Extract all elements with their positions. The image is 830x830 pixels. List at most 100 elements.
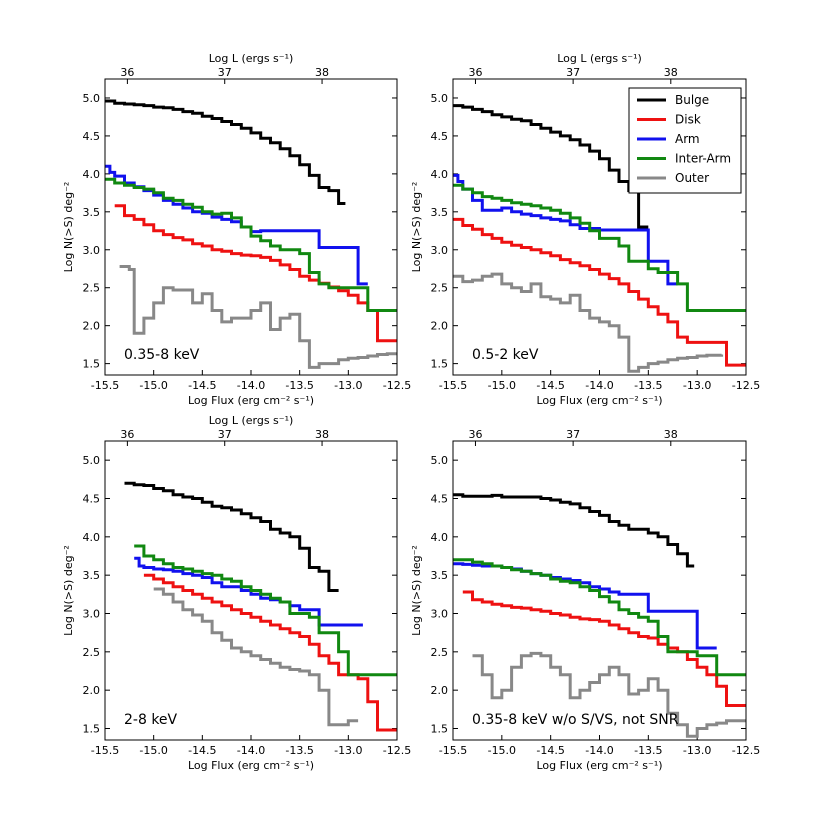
x-tick-label: -14.0 (585, 379, 613, 392)
y-tick-label: 2.5 (431, 646, 449, 659)
x-tick-label: -15.5 (91, 744, 119, 757)
x-axis-label: Log Flux (erg cm⁻² s⁻¹) (188, 394, 314, 407)
y-tick-label: 1.5 (431, 358, 449, 371)
x-tick-label: -13.0 (334, 744, 362, 757)
y-tick-label: 4.5 (431, 130, 449, 143)
top-tick-label: 38 (315, 428, 329, 441)
top-tick-label: 36 (468, 66, 482, 79)
legend-label: Outer (675, 171, 709, 185)
x-tick-label: -12.5 (732, 744, 760, 757)
panel-1: -15.5 -15.0 -14.5 -14.0 -13.5 -13.0 -12.5 1.5 2.… (62, 52, 411, 407)
y-tick-label: 3.5 (431, 569, 449, 582)
series-disk-line (114, 204, 397, 343)
series-outer-line (472, 651, 746, 738)
series-outer-line (119, 265, 397, 369)
y-tick-label: 2.0 (83, 684, 101, 697)
y-tick-label: 3.5 (83, 569, 101, 582)
x-tick-label: -13.0 (334, 379, 362, 392)
x-tick-label: -14.0 (585, 744, 613, 757)
y-tick-label: 4.0 (83, 531, 101, 544)
series-outer-line (453, 272, 724, 373)
series-arm-line (453, 173, 678, 286)
y-axis-label: Log N(>S) deg⁻² (62, 545, 75, 636)
y-tick-label: 5.0 (431, 454, 449, 467)
y-tick-label: 3.5 (431, 206, 449, 219)
series-inter-arm-line (105, 177, 397, 312)
series-bulge-line (453, 104, 649, 229)
x-tick-label: -13.5 (634, 379, 662, 392)
x-tick-label: -13.5 (285, 379, 313, 392)
x-tick-label: -12.5 (383, 379, 411, 392)
y-tick-label: 2.5 (83, 282, 101, 295)
x-tick-label: -14.5 (536, 744, 564, 757)
x-tick-label: -12.5 (383, 744, 411, 757)
x-tick-label: -14.5 (536, 379, 564, 392)
y-axis-label: Log N(>S) deg⁻² (410, 545, 423, 636)
y-tick-label: 4.0 (83, 168, 101, 181)
top-tick-label: 37 (218, 428, 232, 441)
y-tick-label: 3.0 (431, 608, 449, 621)
panel-label: 0.35-8 keV w/o S/VS, not SNR (472, 712, 679, 728)
x-tick-label: -15.0 (139, 744, 167, 757)
plot-frame (452, 78, 747, 376)
panel-2: -15.5 -15.0 -14.5 -14.0 -13.5 -13.0 -12.5 1.5 2.… (410, 52, 760, 407)
y-tick-label: 2.0 (431, 320, 449, 333)
series-arm-line (453, 562, 717, 650)
y-tick-label: 5.0 (83, 92, 101, 105)
x-axis-label: Log Flux (erg cm⁻² s⁻¹) (188, 759, 314, 772)
top-tick-label: 36 (468, 428, 482, 441)
series-disk-line (143, 573, 397, 732)
panel-4: -15.5 -15.0 -14.5 -14.0 -13.5 -13.0 -12.5 1.5 2.… (410, 428, 760, 772)
plot-frame (104, 440, 398, 741)
y-tick-label: 2.5 (83, 646, 101, 659)
top-tick-label: 38 (315, 66, 329, 79)
series-bulge-line (124, 481, 339, 592)
top-tick-label: 37 (566, 428, 580, 441)
y-tick-label: 4.5 (83, 493, 101, 506)
y-tick-label: 4.5 (431, 493, 449, 506)
plot-frame (104, 78, 398, 376)
legend: Bulge Disk Arm Inter-Arm Outer (628, 87, 742, 194)
top-axis-label: Log L (ergs s⁻¹) (557, 52, 642, 65)
x-tick-label: -15.0 (488, 379, 516, 392)
top-tick-label: 38 (664, 66, 678, 79)
series-bulge-line (453, 493, 695, 568)
y-tick-label: 1.5 (431, 723, 449, 736)
x-tick-label: -15.0 (139, 379, 167, 392)
x-axis-label: Log Flux (erg cm⁻² s⁻¹) (536, 394, 662, 407)
x-tick-label: -14.5 (188, 379, 216, 392)
series-group (124, 481, 397, 732)
legend-label: Disk (675, 113, 701, 127)
x-tick-label: -15.5 (439, 744, 467, 757)
series-inter-arm-line (134, 544, 397, 677)
y-tick-label: 4.0 (431, 531, 449, 544)
x-axis-label: Log Flux (erg cm⁻² s⁻¹) (536, 759, 662, 772)
top-tick-label: 37 (566, 66, 580, 79)
y-tick-label: 2.0 (431, 684, 449, 697)
y-tick-label: 1.5 (83, 358, 101, 371)
x-tick-label: -13.5 (634, 744, 662, 757)
top-tick-label: 37 (218, 66, 232, 79)
top-axis-label: Log L (ergs s⁻¹) (209, 52, 294, 65)
x-tick-label: -13.0 (683, 744, 711, 757)
x-tick-label: -13.5 (285, 744, 313, 757)
x-tick-label: -14.0 (237, 379, 265, 392)
y-axis-label: Log N(>S) deg⁻² (410, 182, 423, 273)
y-tick-label: 1.5 (83, 723, 101, 736)
y-axis-label: Log N(>S) deg⁻² (62, 182, 75, 273)
panel-label: 0.35-8 keV (124, 347, 200, 363)
series-group (453, 493, 746, 738)
x-tick-label: -13.0 (683, 379, 711, 392)
top-tick-label: 38 (664, 428, 678, 441)
x-tick-label: -14.5 (188, 744, 216, 757)
x-tick-label: -15.5 (91, 379, 119, 392)
panel-3: -15.5 -15.0 -14.5 -14.0 -13.5 -13.0 -12.5 1.5 2.… (62, 414, 411, 772)
y-tick-label: 2.5 (431, 282, 449, 295)
x-tick-label: -14.0 (237, 744, 265, 757)
plot-frame (452, 440, 747, 741)
y-tick-label: 5.0 (83, 454, 101, 467)
series-group (105, 99, 397, 369)
panel-label: 0.5-2 keV (472, 347, 539, 363)
x-tick-label: -15.5 (439, 379, 467, 392)
